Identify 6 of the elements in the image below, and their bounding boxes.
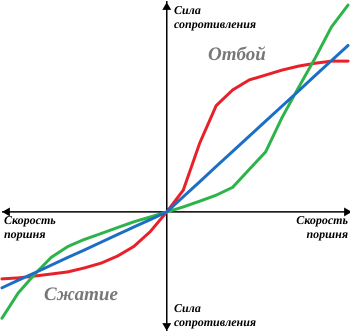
annotation: Сжатие <box>44 284 118 305</box>
y-axis-title: Сила сопротивления <box>174 3 256 31</box>
text: Скорость поршня <box>296 213 348 241</box>
text: Сила сопротивления <box>174 301 256 329</box>
annotation: Отбой <box>208 44 266 65</box>
x-axis-title: Скорость поршня <box>4 213 56 241</box>
